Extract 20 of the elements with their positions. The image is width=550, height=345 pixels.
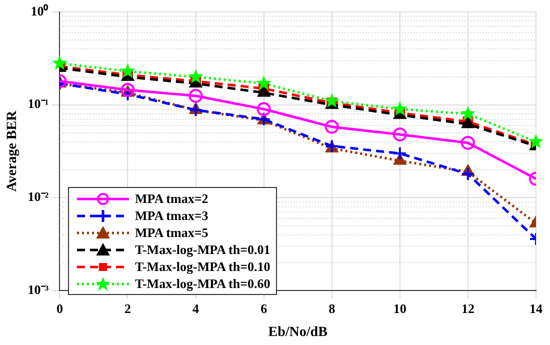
y-tick-label: 10⁻³	[28, 282, 49, 297]
x-tick-label: 14	[530, 300, 543, 316]
legend-label: MPA tmax=5	[135, 224, 208, 240]
legend-label: MPA tmax=2	[135, 190, 208, 206]
y-tick-label: 10⁻²	[28, 189, 49, 204]
x-tick-label: 4	[192, 300, 200, 316]
legend-label: MPA tmax=3	[135, 208, 208, 224]
x-tick-label: 8	[328, 300, 336, 316]
y-tick-label: 10⁰	[30, 3, 49, 18]
x-tick-label: 0	[56, 300, 63, 316]
y-tick-label: 10⁻¹	[28, 96, 49, 112]
y-axis-title: Average BER	[5, 110, 20, 192]
x-tick-label: 2	[124, 300, 131, 316]
x-axis-title: Eb/No/dB	[268, 325, 328, 340]
legend-label: T-Max-log-MPA th=0.60	[135, 276, 270, 292]
x-tick-label: 6	[260, 300, 268, 316]
legend-label: T-Max-log-MPA th=0.01	[135, 242, 270, 258]
legend-label: T-Max-log-MPA th=0.10	[135, 258, 270, 274]
x-tick-label: 12	[461, 300, 474, 316]
x-tick-label: 10	[393, 300, 406, 316]
